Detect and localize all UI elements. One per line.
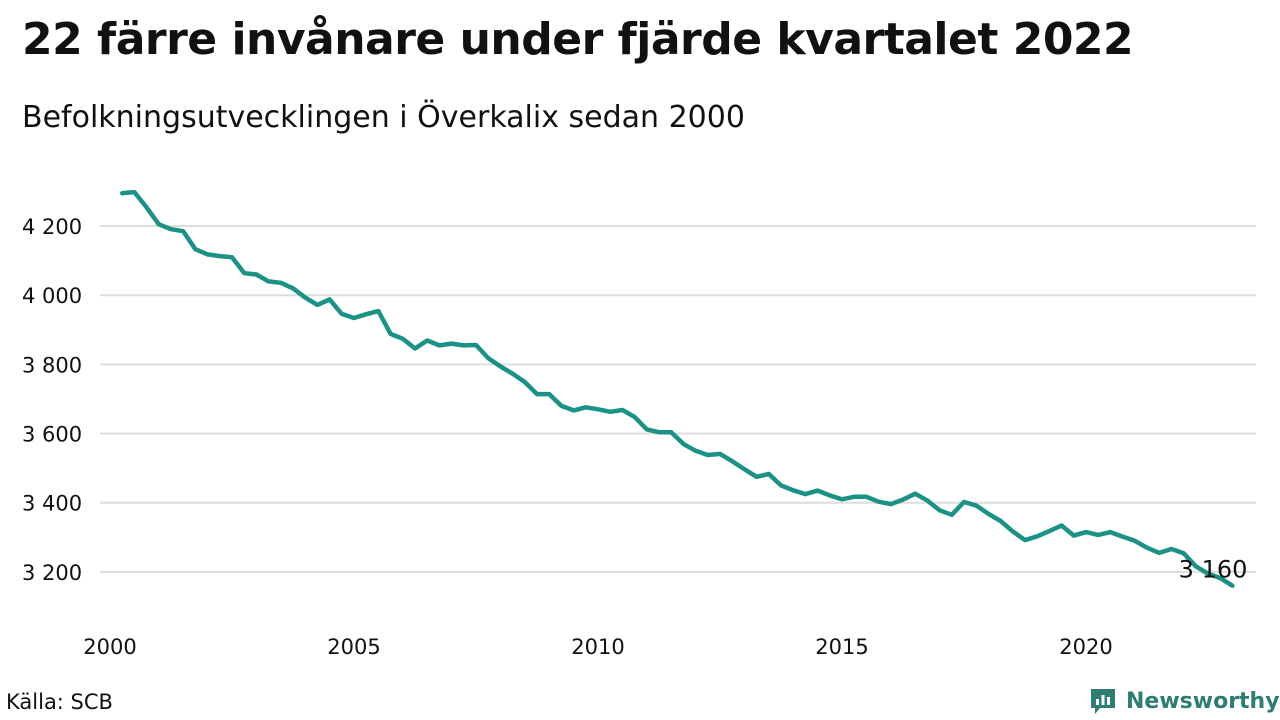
- y-tick-label: 3 400: [22, 492, 82, 516]
- x-tick-label: 2010: [571, 635, 624, 659]
- x-tick-label: 2005: [327, 635, 380, 659]
- series-line: [119, 189, 1235, 588]
- source-label: Källa: SCB: [6, 690, 113, 714]
- y-tick-label: 4 200: [22, 215, 82, 239]
- bar-chart-speech-bubble-icon: [1091, 689, 1115, 714]
- x-tick-label: 2020: [1059, 635, 1112, 659]
- y-tick-label: 4 000: [22, 284, 82, 308]
- brand-logo: Newsworthy: [1088, 684, 1280, 718]
- x-axis-ticks: 2000 2005 2010 2015 2020: [83, 635, 1112, 659]
- x-tick-label: 2015: [815, 635, 868, 659]
- y-axis-ticks: 3 200 3 400 3 600 3 800 4 000 4 200: [22, 215, 82, 585]
- y-tick-label: 3 200: [22, 561, 82, 585]
- series-layer: [119, 189, 1235, 588]
- x-tick-label: 2000: [83, 635, 136, 659]
- y-tick-label: 3 800: [22, 353, 82, 377]
- chart-subtitle: Befolkningsutvecklingen i Överkalix seda…: [22, 100, 745, 135]
- y-tick-label: 3 600: [22, 423, 82, 447]
- brand-name: Newsworthy: [1126, 688, 1280, 714]
- gridlines: [100, 225, 1256, 573]
- chart-title: 22 färre invånare under fjärde kvartalet…: [22, 14, 1134, 65]
- end-value-label: 3 160: [1179, 556, 1248, 584]
